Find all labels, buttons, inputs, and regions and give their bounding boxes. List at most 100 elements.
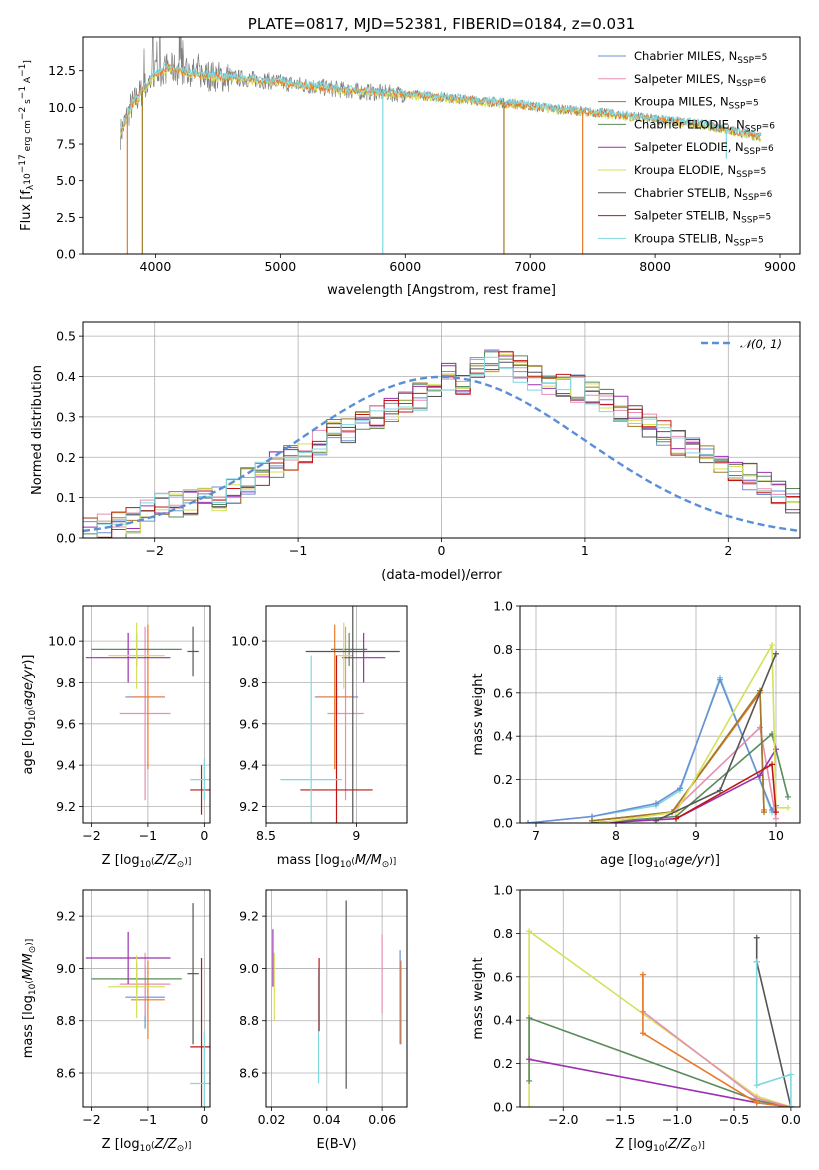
- x-tick-label: 0.0: [781, 1112, 801, 1127]
- x-axis-label: Z [log10(Z/Z⊙)]: [102, 1137, 192, 1154]
- y-tick-label: 2.5: [56, 210, 76, 225]
- series-point: [653, 800, 659, 807]
- series-point: [639, 971, 646, 978]
- plot-area: [525, 642, 791, 823]
- x-tick-label: 0: [200, 1112, 208, 1127]
- x-tick-label: 5000: [264, 259, 296, 274]
- x-tick-label: −1: [289, 543, 307, 558]
- histogram-step: [83, 361, 800, 538]
- x-tick-label: 9: [352, 828, 360, 843]
- y-tick-label: 9.2: [239, 909, 259, 924]
- series-point: [773, 815, 779, 822]
- panel-mass-weight-vs-age: 7 8 9 10 0.0 0.2 0.4 0.6 0.8 1.0 age [log10(age/yr…: [471, 599, 801, 870]
- legend-entry: Chabrier STELIB, NSSP=6: [634, 186, 773, 203]
- y-tick-label: 9.8: [56, 675, 76, 690]
- legend-entry: Salpeter ELODIE, NSSP=6: [634, 140, 774, 157]
- legend-entry: 𝒩(0, 1): [740, 337, 782, 351]
- y-tick-label: 9.0: [239, 961, 259, 976]
- x-axis-label: Z [log10(Z/Z⊙)]: [102, 853, 192, 870]
- y-tick-label: 1.0: [493, 883, 513, 898]
- y-tick-label: 0.2: [493, 1056, 513, 1071]
- x-tick-label: 7000: [514, 259, 546, 274]
- series-line: [591, 732, 789, 823]
- series-line: [755, 937, 792, 1107]
- series-line: [642, 974, 791, 1107]
- series-point: [526, 1104, 533, 1107]
- y-tick-label: 0.0: [56, 247, 76, 262]
- x-axis-label: age [log10(age/yr)]: [600, 853, 720, 870]
- normal-curve: [83, 375, 800, 533]
- x-tick-label: 7: [532, 828, 540, 843]
- y-tick-label: 5.0: [56, 173, 76, 188]
- x-tick-label: −2: [82, 828, 100, 843]
- series-line: [591, 690, 765, 822]
- y-tick-label: 1.0: [493, 599, 513, 614]
- x-tick-label: −2.0: [548, 1112, 578, 1127]
- axes-frame: [265, 605, 408, 824]
- legend-entry: Salpeter STELIB, NSSP=5: [634, 209, 771, 226]
- legend-entry: Chabrier ELODIE, NSSP=6: [634, 117, 775, 134]
- x-tick-label: 0: [438, 543, 446, 558]
- y-tick-label: 10.0: [48, 100, 76, 115]
- x-tick-label: 8: [612, 828, 620, 843]
- series-line: [599, 642, 788, 823]
- y-tick-label: 0.5: [56, 329, 76, 344]
- series-line: [527, 675, 777, 823]
- y-tick-label: 0.6: [493, 685, 513, 700]
- x-tick-label: 1: [581, 543, 589, 558]
- y-tick-label: 0.4: [493, 1013, 513, 1028]
- y-tick-label: 0.4: [493, 729, 513, 744]
- histogram-step: [83, 355, 800, 530]
- y-tick-label: 8.8: [239, 1013, 259, 1028]
- x-tick-label: 6000: [389, 259, 421, 274]
- y-tick-label: 9.8: [239, 675, 259, 690]
- y-tick-label: 0.2: [493, 772, 513, 787]
- legend-entry: Kroupa MILES, NSSP=5: [634, 95, 759, 112]
- plot-area: [85, 622, 210, 815]
- axes-frame: [519, 605, 801, 824]
- x-tick-label: −1.5: [605, 1112, 635, 1127]
- x-tick-label: −0.5: [719, 1112, 749, 1127]
- series-line: [642, 974, 792, 1107]
- x-axis-label: (data-model)/error: [381, 568, 502, 583]
- y-tick-label: 0.0: [56, 531, 76, 546]
- chart-title: PLATE=0817, MJD=52381, FIBERID=0184, z=0…: [248, 15, 635, 33]
- legend-entry: Kroupa ELODIE, NSSP=5: [634, 163, 766, 180]
- series-point: [787, 1071, 794, 1078]
- panel-age-vs-Z: −2 −1 0 9.2 9.4 9.6 9.8 10.0 Z [log10(Z/Z⊙)] age …: [21, 605, 211, 870]
- series-line: [599, 748, 777, 823]
- axes-frame: [265, 889, 408, 1108]
- x-tick-label: 4000: [140, 259, 172, 274]
- series-line: [591, 688, 765, 822]
- plot-area: [280, 606, 400, 823]
- y-tick-label: 0.2: [56, 450, 76, 465]
- y-tick-label: 8.6: [239, 1066, 259, 1081]
- y-tick-label: 0.4: [56, 369, 76, 384]
- model-spectrum-line: [120, 63, 762, 139]
- series-point: [753, 934, 760, 941]
- y-axis-label: mass weight: [471, 957, 486, 1039]
- y-tick-label: 0.3: [56, 409, 76, 424]
- axes-frame: [82, 321, 801, 539]
- legend-entry: Chabrier MILES, NSSP=5: [634, 49, 767, 66]
- x-tick-label: −1.0: [662, 1112, 692, 1127]
- histogram-step: [83, 361, 800, 538]
- x-tick-label: −1: [139, 1112, 157, 1127]
- x-tick-label: 0.04: [313, 1112, 341, 1127]
- x-tick-label: −1: [139, 828, 157, 843]
- y-tick-label: 9.2: [56, 909, 76, 924]
- panel-mass-vs-ebv: 0.02 0.04 0.06 8.6 8.8 9.0 9.2 E(B-V): [239, 889, 408, 1152]
- series-point: [525, 820, 531, 823]
- series-point: [773, 650, 779, 657]
- series-point: [717, 676, 723, 683]
- axes-frame: [519, 889, 801, 1108]
- series-point: [526, 928, 533, 935]
- y-tick-label: 9.4: [56, 758, 76, 773]
- model-spectrum-line: [120, 63, 762, 139]
- plot-area: [83, 349, 800, 538]
- series-line: [755, 961, 792, 1107]
- series-point: [526, 1015, 533, 1022]
- x-axis-label: wavelength [Angstrom, rest frame]: [327, 283, 556, 298]
- x-axis-label: Z [log10(Z/Z⊙)]: [615, 1137, 705, 1154]
